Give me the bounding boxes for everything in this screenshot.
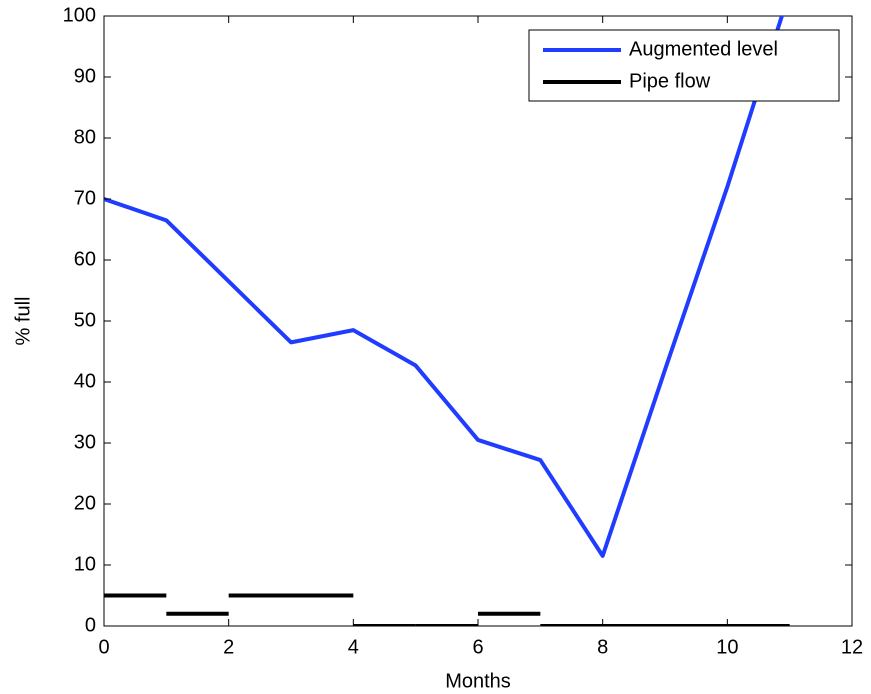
- y-tick-label: 30: [74, 431, 96, 453]
- y-tick-label: 40: [74, 370, 96, 392]
- y-tick-label: 80: [74, 126, 96, 148]
- data-line: [104, 16, 784, 558]
- y-tick-label: 50: [74, 309, 96, 331]
- y-tick-label: 20: [74, 492, 96, 514]
- x-tick-label: 12: [841, 636, 863, 658]
- y-tick-label: 100: [63, 4, 96, 26]
- x-tick-label: 0: [98, 636, 109, 658]
- y-tick-label: 90: [74, 65, 96, 87]
- plot-frame: [103, 15, 853, 627]
- plot-area: [104, 16, 790, 626]
- x-tick-label: 6: [472, 636, 483, 658]
- y-tick-label: 0: [85, 614, 96, 636]
- y-tick-label: 70: [74, 187, 96, 209]
- legend-label: Augmented level: [629, 38, 778, 60]
- legend-box: [528, 29, 840, 102]
- y-tick-label: 10: [74, 553, 96, 575]
- x-tick-label: 10: [716, 636, 738, 658]
- x-tick-label: 4: [348, 636, 359, 658]
- x-tick-label: 8: [597, 636, 608, 658]
- x-tick-label: 2: [223, 636, 234, 658]
- y-tick-label: 60: [74, 248, 96, 270]
- x-axis-label: Months: [445, 670, 511, 692]
- y-axis-label: % full: [12, 297, 34, 346]
- legend-label: Pipe flow: [629, 70, 711, 92]
